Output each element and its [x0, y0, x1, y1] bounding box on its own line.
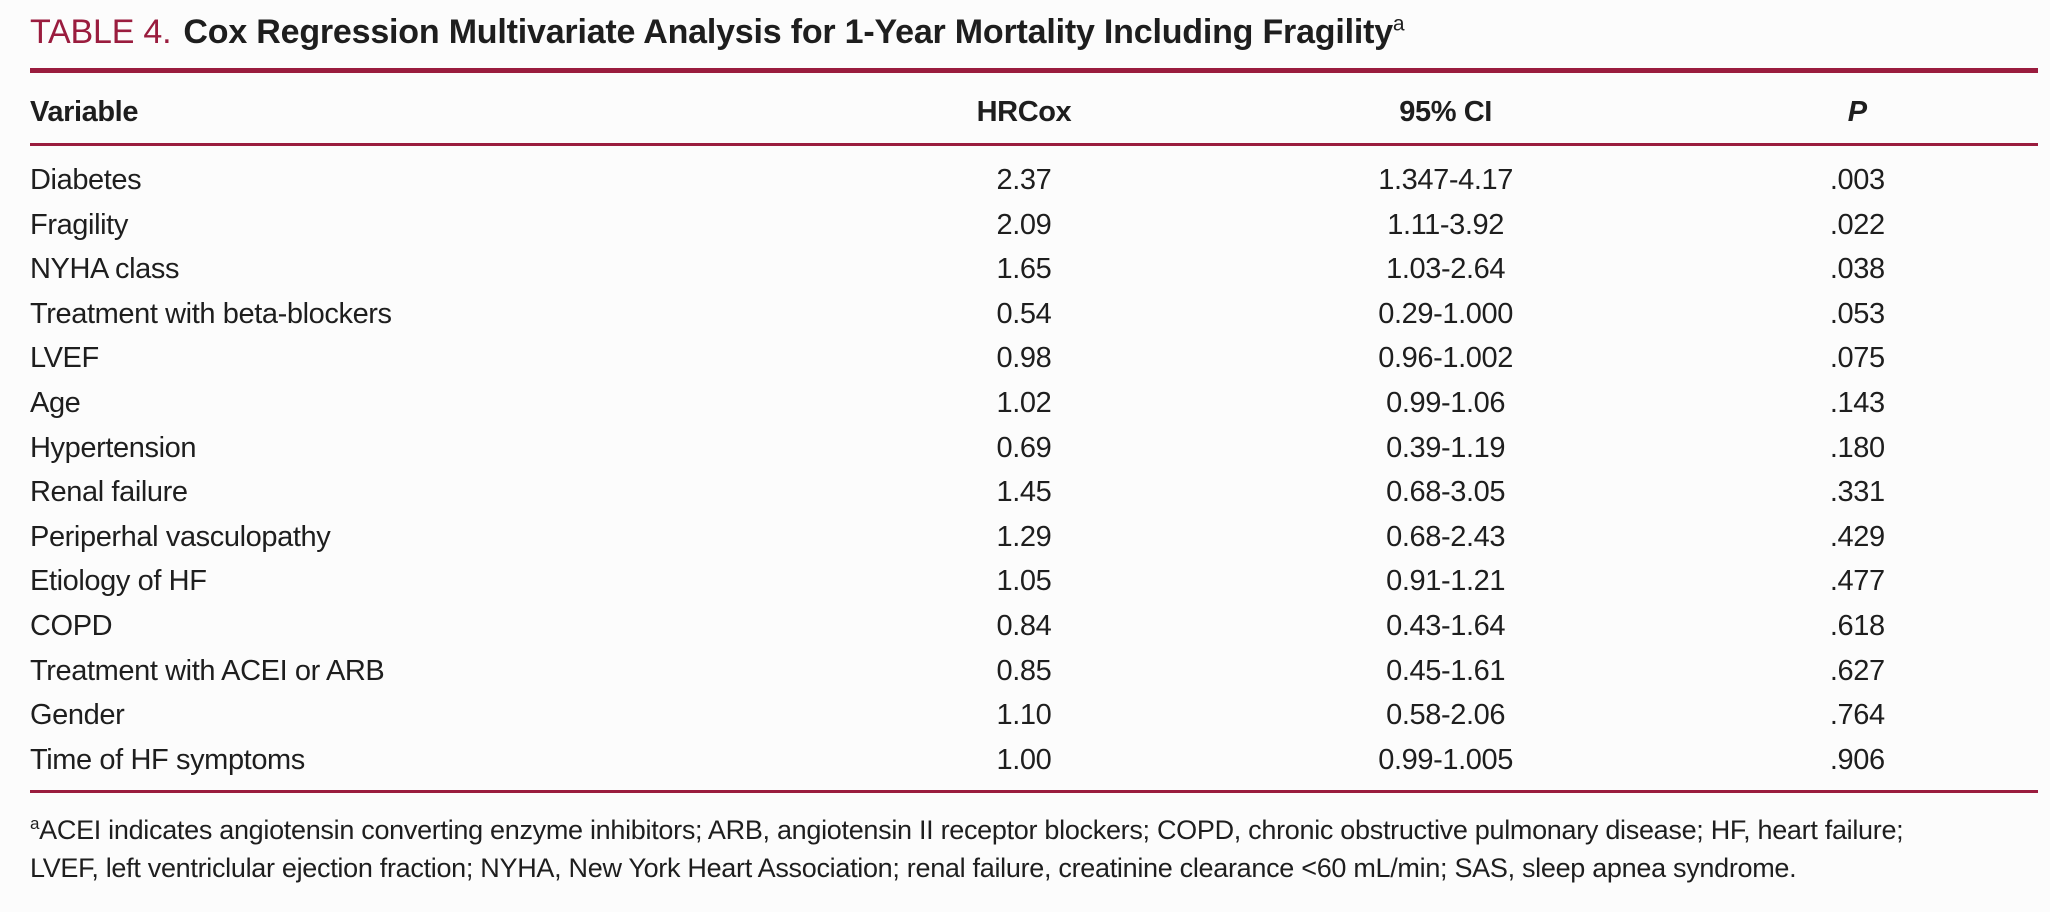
cell-variable: COPD: [30, 609, 113, 642]
footnote: aACEI indicates angiotensin converting e…: [30, 811, 2038, 887]
table-row: Treatment with ACEI or ARB 0.85 0.45-1.6…: [30, 649, 2038, 694]
cell-95ci: 0.39-1.19: [1386, 431, 1506, 464]
table-row: Treatment with beta-blockers 0.54 0.29-1…: [30, 292, 2038, 337]
cell-p: .143: [1829, 386, 1885, 419]
cell-95ci: 0.99-1.06: [1386, 386, 1506, 419]
cell-p: .429: [1829, 520, 1885, 553]
table-row: Time of HF symptoms 1.00 0.99-1.005 .906: [30, 738, 2038, 791]
cell-variable: Time of HF symptoms: [30, 743, 305, 776]
bottom-rule: [30, 790, 2038, 794]
cell-variable: Gender: [30, 699, 125, 732]
cell-p: .022: [1829, 208, 1885, 241]
cell-p: .075: [1829, 342, 1885, 375]
cox-regression-table: Variable HRCox 95% CI P Diabetes 2.37 1.…: [30, 73, 2038, 790]
table-title-text: Cox Regression Multivariate Analysis for…: [183, 13, 1393, 51]
cell-95ci: 1.03-2.64: [1386, 253, 1506, 286]
cell-p: .764: [1829, 699, 1885, 732]
cell-variable: NYHA class: [30, 253, 180, 286]
footnote-line-1: ACEI indicates angiotensin converting en…: [39, 815, 1904, 846]
cell-variable: Treatment with beta-blockers: [30, 297, 392, 330]
table-number-label: TABLE 4.: [30, 13, 172, 51]
cell-95ci: 0.99-1.005: [1378, 743, 1513, 776]
cell-hrcox: 0.85: [996, 654, 1052, 687]
top-rule: [30, 68, 2038, 73]
cell-hrcox: 1.00: [996, 743, 1052, 776]
cell-p: .627: [1829, 654, 1885, 687]
cell-variable: Treatment with ACEI or ARB: [30, 654, 385, 687]
cell-hrcox: 0.69: [996, 431, 1052, 464]
footnote-marker: a: [30, 814, 40, 834]
cell-95ci: 0.68-3.05: [1386, 476, 1506, 509]
cell-95ci: 1.347-4.17: [1378, 164, 1513, 196]
table-row: LVEF 0.98 0.96-1.002 .075: [30, 336, 2038, 381]
column-header-95ci: 95% CI: [1214, 73, 1677, 146]
cell-variable: Hypertension: [30, 431, 197, 464]
cell-p: .038: [1829, 253, 1885, 286]
column-header-hrcox: HRCox: [833, 73, 1215, 146]
cell-hrcox: 0.84: [996, 609, 1052, 642]
table-row: Etiology of HF 1.05 0.91-1.21 .477: [30, 559, 2038, 604]
cell-95ci: 1.11-3.92: [1387, 208, 1505, 241]
cell-hrcox: 1.65: [996, 253, 1052, 286]
cell-hrcox: 0.98: [996, 342, 1052, 375]
cell-p: .906: [1829, 743, 1885, 776]
cell-p: .618: [1829, 609, 1885, 642]
table-row: Periperhal vasculopathy 1.29 0.68-2.43 .…: [30, 515, 2038, 560]
cell-hrcox: 0.54: [996, 297, 1052, 330]
cell-p: .053: [1829, 297, 1885, 330]
cell-p: .003: [1829, 164, 1885, 196]
cell-hrcox: 1.45: [996, 476, 1052, 509]
cell-p: .331: [1829, 476, 1885, 509]
cell-95ci: 0.43-1.64: [1386, 609, 1506, 642]
cell-variable: Diabetes: [30, 164, 142, 196]
cell-95ci: 0.58-2.06: [1386, 699, 1506, 732]
cell-hrcox: 1.02: [996, 386, 1052, 419]
cell-variable: Renal failure: [30, 476, 188, 509]
cell-hrcox: 2.37: [996, 164, 1052, 196]
column-header-variable: Variable: [30, 73, 834, 146]
cell-95ci: 0.29-1.000: [1378, 297, 1513, 330]
cell-variable: LVEF: [30, 342, 99, 375]
cell-95ci: 0.68-2.43: [1386, 520, 1506, 553]
table-row: COPD 0.84 0.43-1.64 .618: [30, 604, 2038, 649]
column-header-p: P: [1676, 73, 2038, 146]
cell-variable: Etiology of HF: [30, 565, 207, 598]
table-row: Diabetes 2.37 1.347-4.17 .003: [30, 145, 2038, 203]
cell-variable: Fragility: [30, 208, 128, 241]
cell-95ci: 0.91-1.21: [1386, 565, 1506, 598]
footnote-line-2: LVEF, left ventriclular ejection fractio…: [30, 853, 1797, 884]
table-row: Renal failure 1.45 0.68-3.05 .331: [30, 470, 2038, 515]
cell-p: .477: [1829, 565, 1885, 598]
cell-variable: Periperhal vasculopathy: [30, 520, 331, 553]
cell-hrcox: 2.09: [996, 208, 1052, 241]
table-row: Hypertension 0.69 0.39-1.19 .180: [30, 426, 2038, 471]
cell-95ci: 0.45-1.61: [1386, 654, 1506, 687]
cell-hrcox: 1.29: [996, 520, 1052, 553]
table-row: Gender 1.10 0.58-2.06 .764: [30, 693, 2038, 738]
cell-hrcox: 1.05: [996, 565, 1052, 598]
cell-variable: Age: [30, 386, 81, 419]
cell-95ci: 0.96-1.002: [1378, 342, 1513, 375]
cell-p: .180: [1829, 431, 1885, 464]
table-row: Fragility 2.09 1.11-3.92 .022: [30, 203, 2038, 248]
table-title: TABLE 4. Cox Regression Multivariate Anal…: [30, 10, 2038, 54]
cell-hrcox: 1.10: [996, 699, 1052, 732]
header-row: Variable HRCox 95% CI P: [30, 73, 2038, 146]
table-row: NYHA class 1.65 1.03-2.64 .038: [30, 247, 2038, 292]
title-footnote-marker: a: [1392, 12, 1405, 36]
table-row: Age 1.02 0.99-1.06 .143: [30, 381, 2038, 426]
